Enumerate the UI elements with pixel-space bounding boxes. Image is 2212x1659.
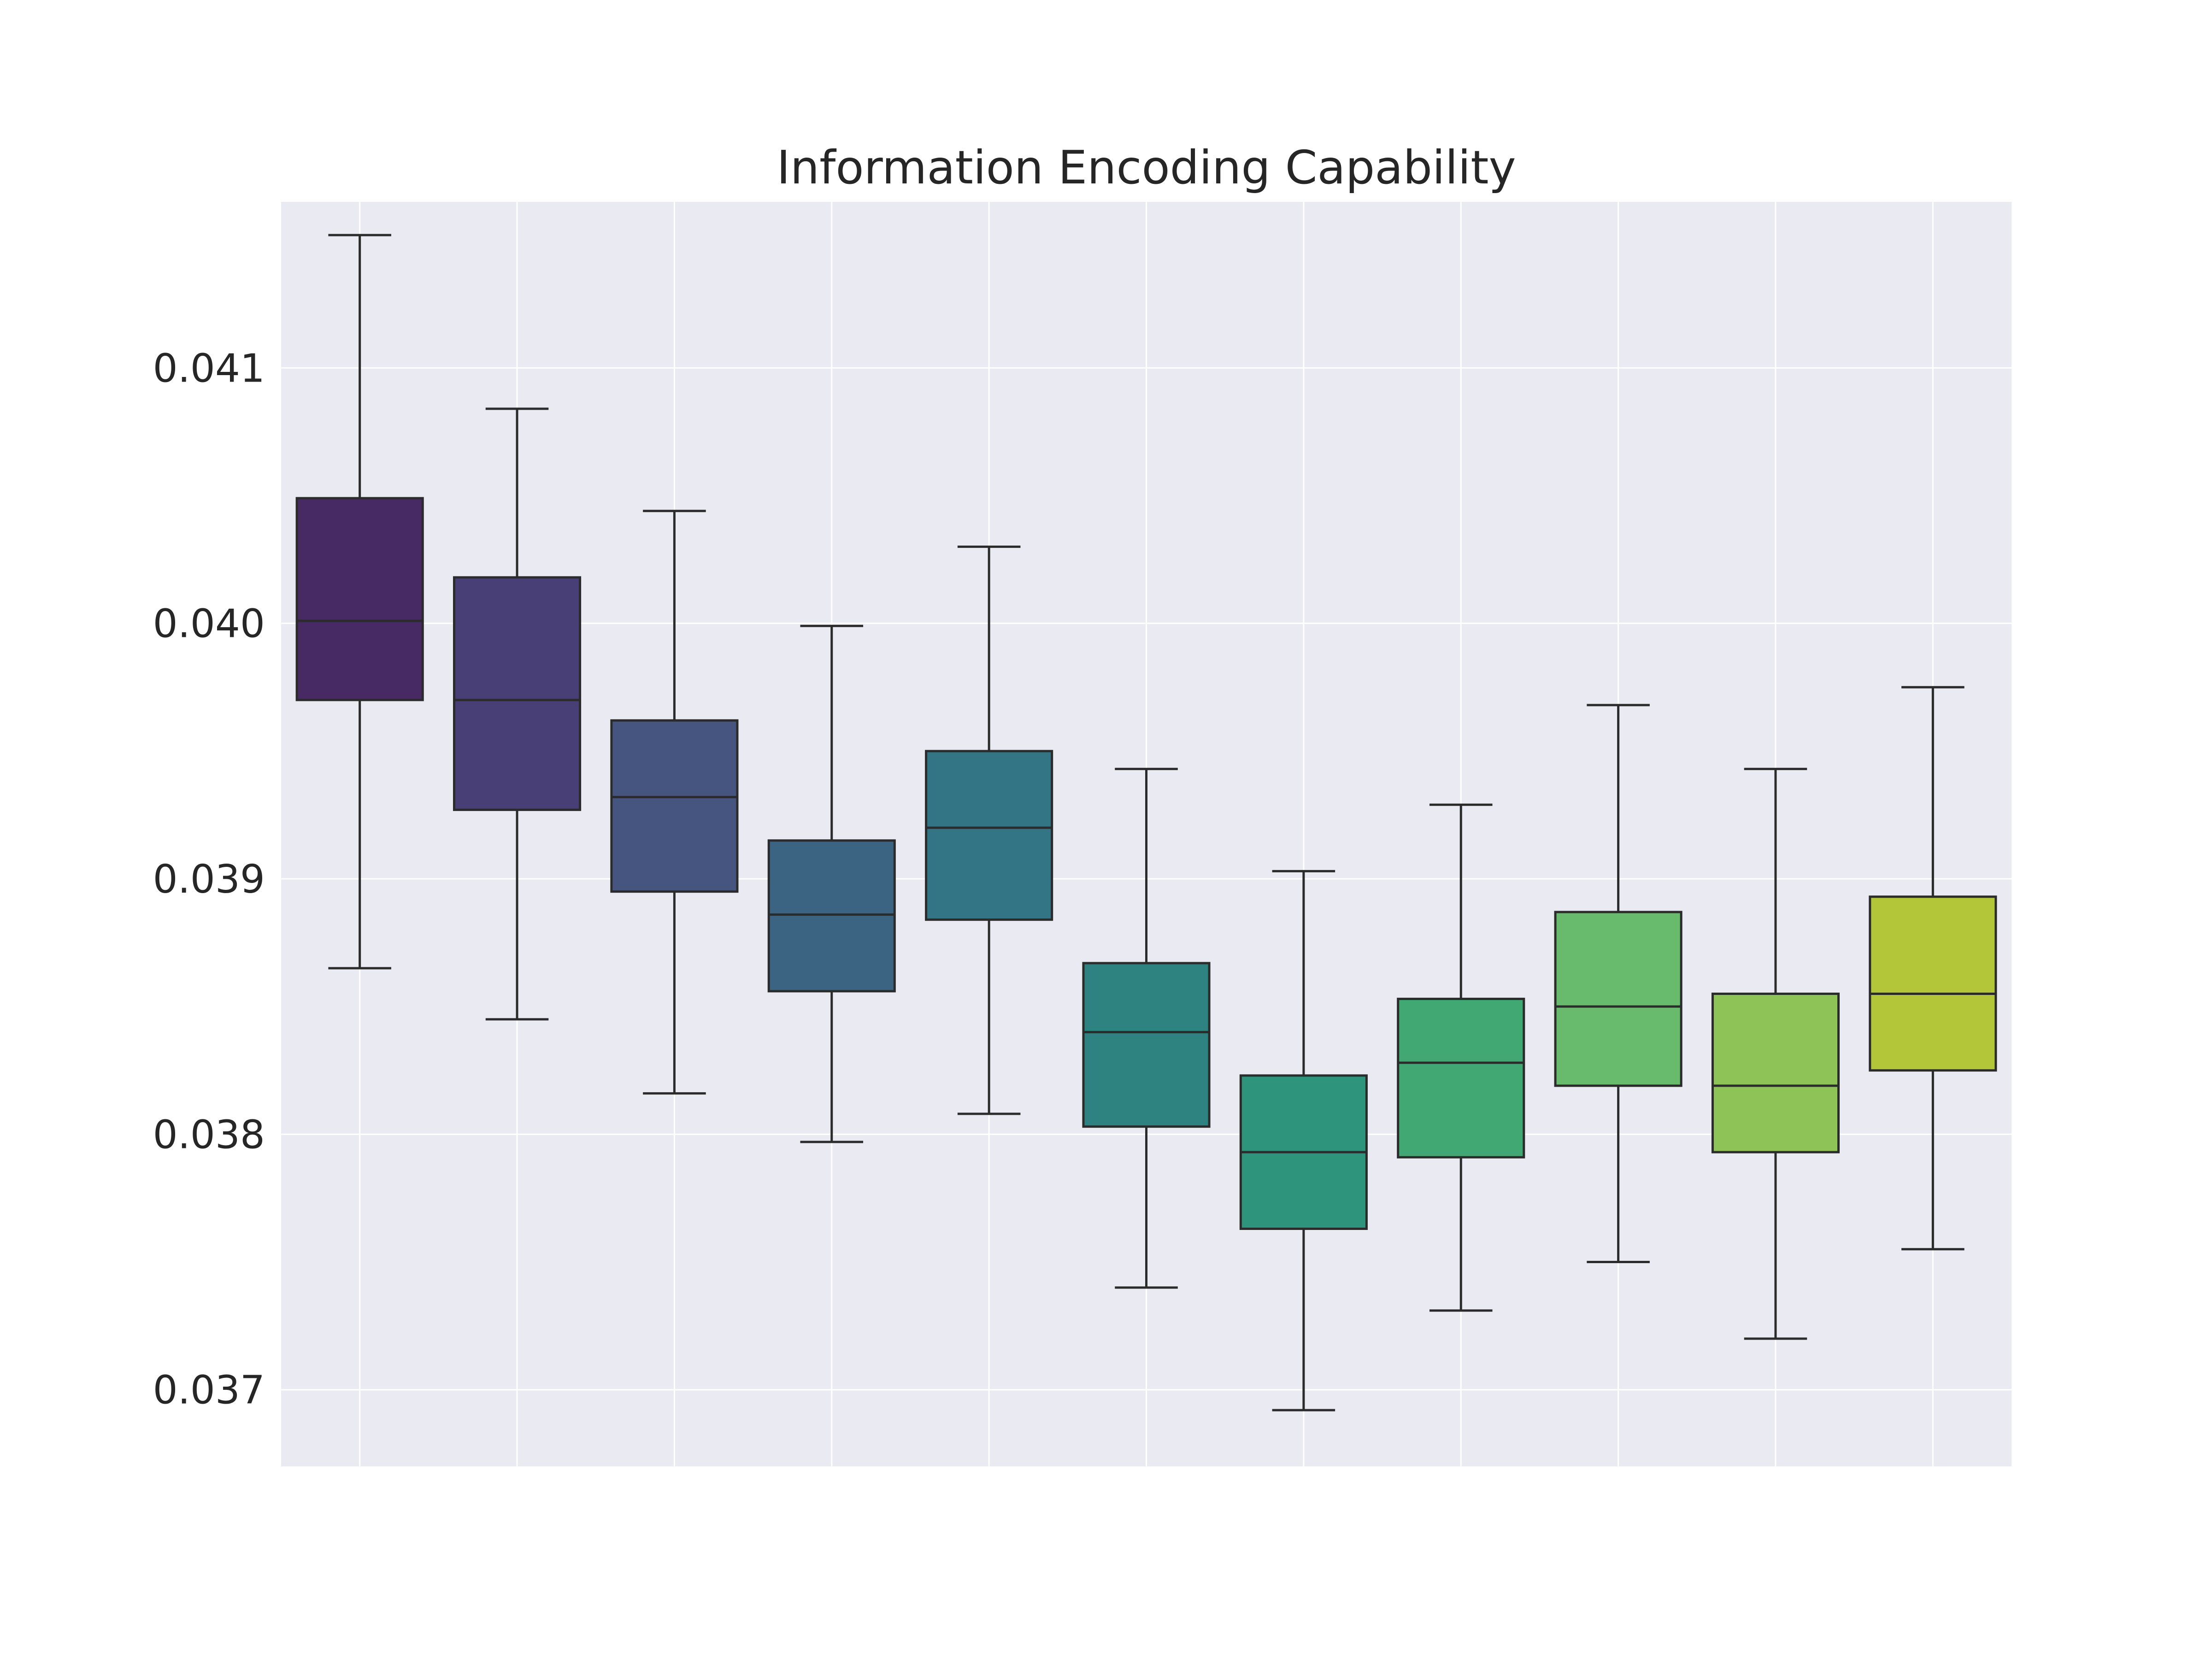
box-iqr bbox=[1397, 998, 1525, 1159]
y-tick-label: 0.041 bbox=[153, 346, 265, 391]
chart-title: Information Encoding Capability bbox=[777, 141, 1516, 194]
y-tick-label: 0.038 bbox=[153, 1112, 265, 1158]
box-iqr bbox=[1082, 962, 1211, 1128]
box-group bbox=[1082, 768, 1211, 1289]
box-group bbox=[453, 407, 582, 1021]
box-group bbox=[1554, 704, 1683, 1264]
box-group bbox=[610, 510, 739, 1095]
box-iqr bbox=[925, 750, 1053, 921]
box-group bbox=[925, 545, 1053, 1115]
box-iqr bbox=[1869, 895, 1997, 1072]
boxes bbox=[295, 234, 1997, 1412]
y-axis-tick-labels: 0.037 0.038 0.039 0.040 0.041 bbox=[153, 346, 265, 1413]
box-iqr bbox=[767, 839, 896, 993]
y-tick-label: 0.039 bbox=[153, 857, 265, 902]
y-tick-label: 0.037 bbox=[153, 1368, 265, 1413]
box-group bbox=[767, 624, 896, 1143]
box-group bbox=[1239, 870, 1368, 1412]
box-group bbox=[1869, 686, 1997, 1251]
box-iqr bbox=[1711, 992, 1840, 1153]
y-tick-label: 0.040 bbox=[153, 601, 265, 647]
box-group bbox=[295, 234, 424, 970]
box-group bbox=[1397, 803, 1525, 1312]
box-iqr bbox=[1554, 911, 1683, 1087]
box-iqr bbox=[610, 719, 739, 893]
box-group bbox=[1711, 768, 1840, 1340]
box-iqr bbox=[295, 497, 424, 701]
box-iqr bbox=[453, 576, 582, 811]
